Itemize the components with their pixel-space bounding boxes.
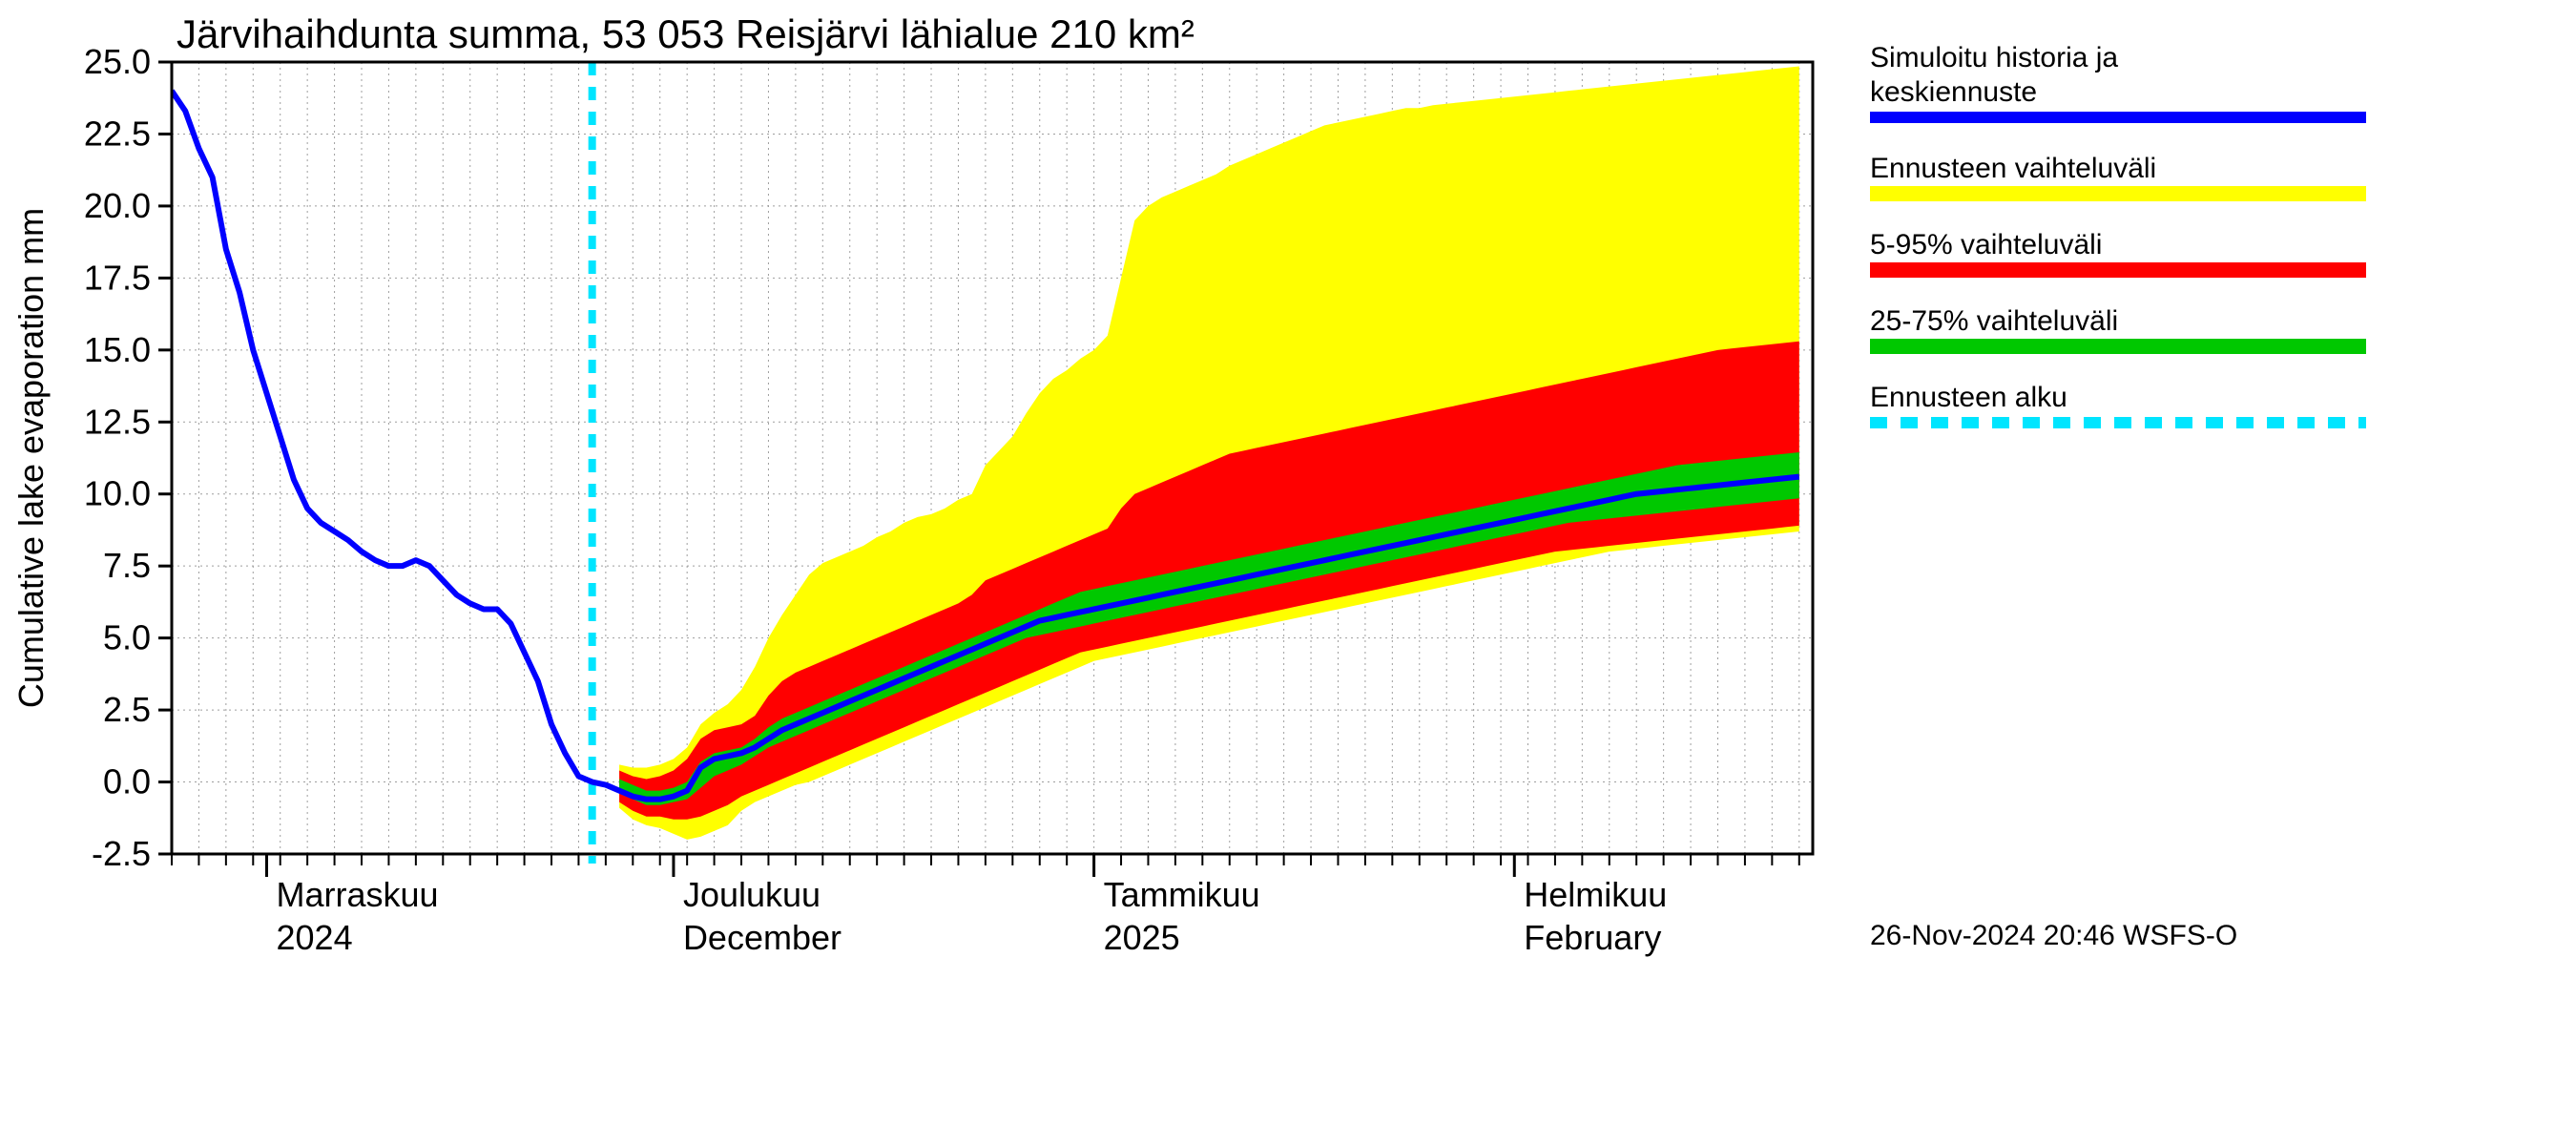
y-tick-label: 5.0	[103, 618, 151, 657]
x-tick-label-bottom: 2024	[277, 918, 353, 957]
legend-swatch	[1870, 262, 2366, 278]
x-tick-label-top: Joulukuu	[683, 875, 821, 914]
x-tick-label-top: Marraskuu	[277, 875, 439, 914]
legend-label: Simuloitu historia ja	[1870, 42, 2118, 73]
legend-swatch	[1870, 186, 2366, 201]
y-tick-label: 22.5	[84, 114, 151, 153]
y-tick-label: 0.0	[103, 762, 151, 802]
y-tick-label: -2.5	[92, 834, 151, 873]
y-tick-label: 25.0	[84, 42, 151, 81]
chart-title: Järvihaihdunta summa, 53 053 Reisjärvi l…	[177, 11, 1195, 56]
x-tick-label-top: Helmikuu	[1524, 875, 1667, 914]
x-tick-label-bottom: December	[683, 918, 841, 957]
y-tick-label: 7.5	[103, 546, 151, 585]
legend-label: Ennusteen vaihteluväli	[1870, 153, 2156, 184]
legend-label: Ennusteen alku	[1870, 382, 2067, 413]
x-tick-label-bottom: 2025	[1104, 918, 1180, 957]
footer-timestamp: 26-Nov-2024 20:46 WSFS-O	[1870, 920, 2237, 951]
y-tick-label: 10.0	[84, 474, 151, 513]
legend-label: 25-75% vaihteluväli	[1870, 305, 2118, 337]
y-axis-label: Cumulative lake evaporation mm	[11, 208, 51, 708]
y-tick-label: 17.5	[84, 258, 151, 297]
y-tick-label: 20.0	[84, 186, 151, 225]
y-tick-label: 15.0	[84, 330, 151, 369]
x-tick-label-top: Tammikuu	[1104, 875, 1260, 914]
chart-container: -2.5 0.0 2.5 5.0 7.5 10.0 12.5 15.0 17.5 20.0 22.5…	[0, 0, 2576, 1145]
x-tick-label-bottom: February	[1524, 918, 1661, 957]
legend-swatch	[1870, 339, 2366, 354]
y-tick-label: 2.5	[103, 690, 151, 729]
legend-label: 5-95% vaihteluväli	[1870, 229, 2102, 260]
chart-svg: -2.5 0.0 2.5 5.0 7.5 10.0 12.5 15.0 17.5 20.0 22.5…	[0, 0, 2576, 1145]
y-tick-label: 12.5	[84, 402, 151, 441]
legend-label: keskiennuste	[1870, 76, 2037, 108]
